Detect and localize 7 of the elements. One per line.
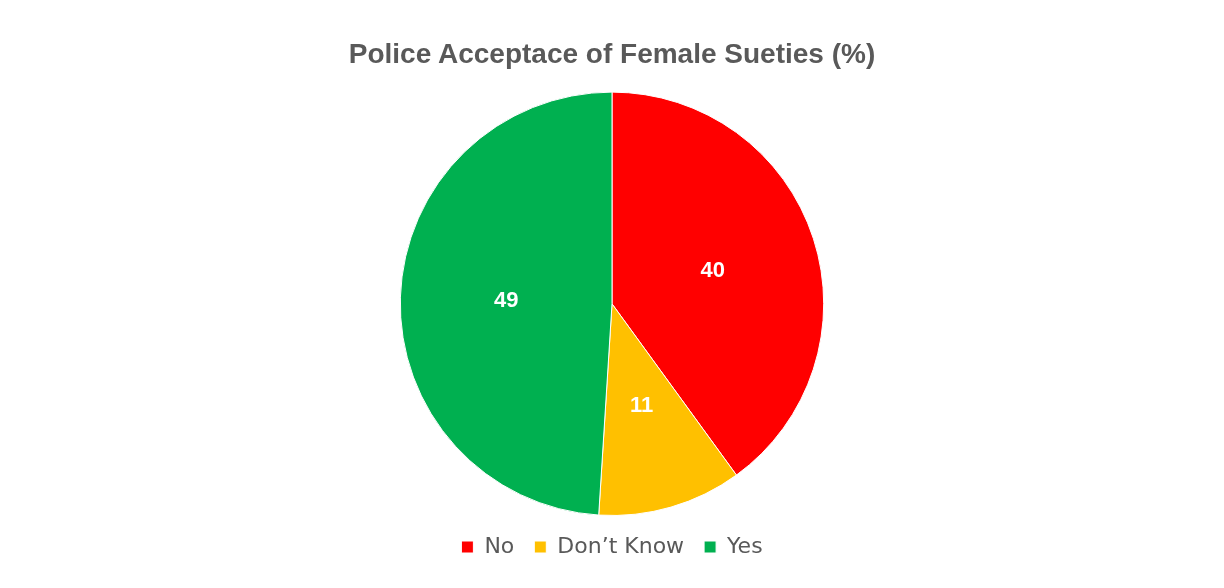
chart-title: Police Acceptace of Female Sueties (%) [348,37,876,69]
legend-label: No [484,532,515,558]
data-label: 40 [700,257,725,283]
legend-label: Yes [726,532,763,558]
data-label: 11 [629,391,654,417]
data-label: 49 [493,286,519,312]
legend-label: Don’t Know [557,532,685,558]
